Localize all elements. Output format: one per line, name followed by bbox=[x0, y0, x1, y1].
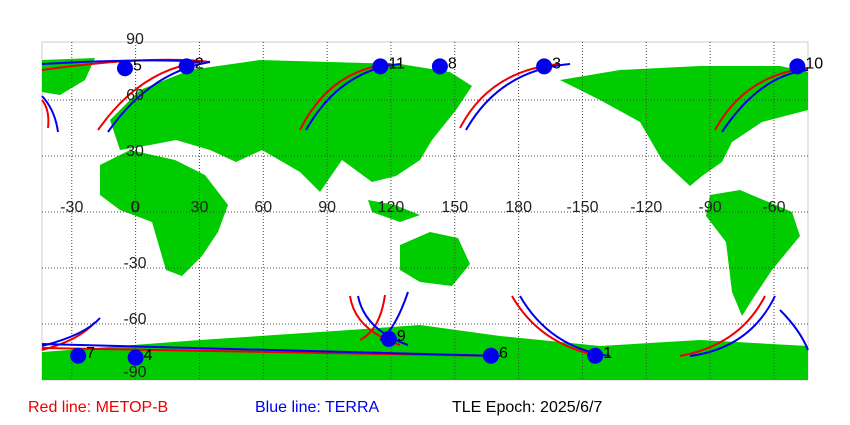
satellite-position bbox=[70, 347, 87, 364]
lon-label: 60 bbox=[254, 199, 272, 216]
legend-blue: Blue line: TERRA bbox=[255, 399, 380, 416]
lat-label: 60 bbox=[126, 87, 144, 104]
lat-label: 0 bbox=[131, 199, 140, 216]
satellite-position bbox=[789, 58, 806, 75]
satellite-position bbox=[380, 330, 397, 347]
lon-label: 90 bbox=[318, 199, 336, 216]
lon-label: -120 bbox=[630, 199, 662, 216]
satellite-label: 5 bbox=[133, 57, 142, 74]
legend-red: Red line: METOP-B bbox=[28, 399, 168, 416]
satellite-position bbox=[431, 58, 448, 75]
graticule bbox=[42, 42, 808, 380]
satellite-label: 1 bbox=[603, 345, 612, 362]
axis-labels: -30 0 30 60 90 120 150 180 -150 -120 -90 -609060300… bbox=[60, 31, 785, 381]
satellite-position bbox=[372, 58, 389, 75]
lat-label: -30 bbox=[123, 255, 146, 272]
lon-label: 0 bbox=[131, 199, 140, 216]
lon-label: 120 bbox=[378, 199, 405, 216]
land bbox=[42, 58, 808, 380]
satellite-label: 11 bbox=[388, 56, 405, 73]
lon-label: -150 bbox=[566, 199, 598, 216]
satellite-position bbox=[482, 347, 499, 364]
satellite-label: 9 bbox=[397, 328, 406, 345]
satellite-position bbox=[116, 60, 133, 77]
satellite-label: 4 bbox=[144, 347, 153, 364]
lon-label: -60 bbox=[762, 199, 785, 216]
satellite-label: 10 bbox=[805, 56, 823, 73]
satellite-label: 3 bbox=[552, 56, 561, 73]
ground-tracks bbox=[41, 58, 809, 357]
lon-label: 150 bbox=[441, 199, 468, 216]
satellite-label: 7 bbox=[86, 345, 95, 362]
lon-label: -30 bbox=[60, 199, 83, 216]
satellite-label: 8 bbox=[448, 56, 457, 73]
lat-label: -90 bbox=[123, 364, 146, 381]
lat-label: 90 bbox=[126, 31, 144, 48]
lat-label: 30 bbox=[126, 143, 144, 160]
satellite-position bbox=[127, 349, 144, 366]
satellite-label: 6 bbox=[499, 345, 508, 362]
lon-label: -90 bbox=[699, 199, 722, 216]
lon-label: 180 bbox=[505, 199, 532, 216]
satellite-label: 2 bbox=[195, 56, 204, 73]
satellite-markers: 1 2 3 4 5 6 7 8 9 10 11 bbox=[70, 56, 823, 366]
satellite-position bbox=[178, 58, 195, 75]
legend-epoch: TLE Epoch: 2025/6/7 bbox=[452, 399, 602, 416]
satellite-position bbox=[587, 347, 604, 364]
satellite-position bbox=[536, 58, 553, 75]
lat-label: -60 bbox=[123, 311, 146, 328]
lon-label: 30 bbox=[191, 199, 209, 216]
